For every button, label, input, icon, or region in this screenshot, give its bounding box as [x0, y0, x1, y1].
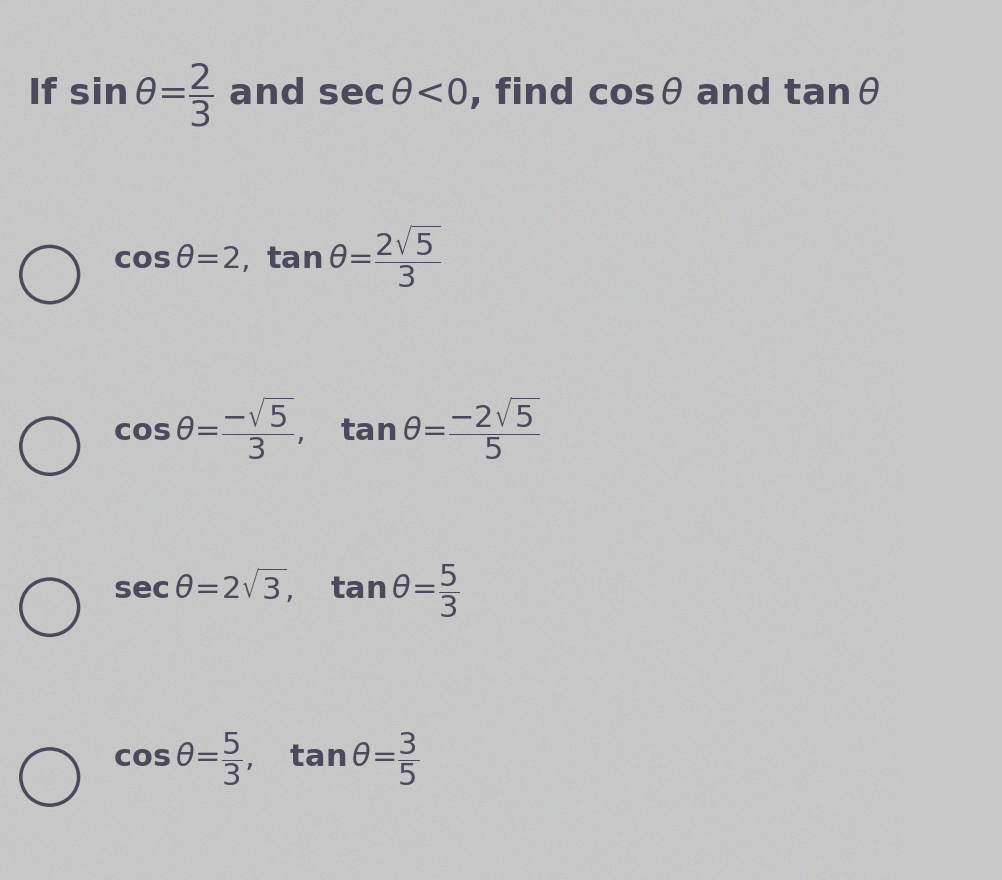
Text: If $\mathbf{sin}\,\theta\!=\!\dfrac{2}{3}$ and $\mathbf{sec}\,\theta\!<\!0$, fin: If $\mathbf{sin}\,\theta\!=\!\dfrac{2}{3… [27, 62, 880, 128]
Text: $\mathbf{sec}\,\theta\!=\!2\sqrt{3},\quad\mathbf{tan}\,\theta\!=\!\dfrac{5}{3}$: $\mathbf{sec}\,\theta\!=\!2\sqrt{3},\qua… [113, 563, 459, 620]
Text: $\mathbf{cos}\,\theta\!=\!\dfrac{5}{3},\quad\mathbf{tan}\,\theta\!=\!\dfrac{3}{5: $\mathbf{cos}\,\theta\!=\!\dfrac{5}{3},\… [113, 730, 419, 788]
Text: $\mathbf{cos}\,\theta\!=\!2,\ \mathbf{tan}\,\theta\!=\!\dfrac{2\sqrt{5}}{3}$: $\mathbf{cos}\,\theta\!=\!2,\ \mathbf{ta… [113, 223, 440, 290]
Text: $\mathbf{cos}\,\theta\!=\!\dfrac{-\sqrt{5}}{3},\quad\mathbf{tan}\,\theta\!=\!\df: $\mathbf{cos}\,\theta\!=\!\dfrac{-\sqrt{… [113, 394, 539, 462]
